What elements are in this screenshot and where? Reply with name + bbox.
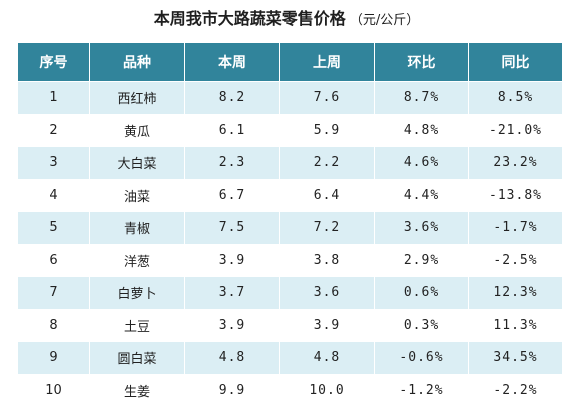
cell-variety: 大白菜 — [89, 146, 185, 180]
cell-week-on-week: 0.3% — [374, 308, 469, 342]
table-row: 2 黄瓜 6.1 5.9 4.8% -21.0% — [17, 113, 563, 147]
cell-variety: 洋葱 — [89, 243, 185, 277]
cell-last-week: 4.8 — [279, 341, 375, 375]
table-row: 1 西红柿 8.2 7.6 8.7% 8.5% — [17, 81, 563, 115]
cell-last-week: 5.9 — [279, 113, 375, 147]
title-main: 本周我市大路蔬菜零售价格 — [153, 9, 346, 28]
cell-variety: 土豆 — [89, 308, 185, 342]
cell-year-on-year: 12.3% — [468, 276, 563, 310]
cell-this-week: 7.5 — [184, 211, 280, 245]
table-row: 8 土豆 3.9 3.9 0.3% 11.3% — [17, 308, 563, 342]
table-row: 10 生姜 9.9 10.0 -1.2% -2.2% — [17, 373, 563, 407]
cell-year-on-year: 23.2% — [468, 146, 563, 180]
cell-last-week: 7.2 — [279, 211, 375, 245]
cell-variety: 黄瓜 — [89, 113, 185, 147]
price-table: 序号 品种 本周 上周 环比 同比 1 西红柿 8.2 7.6 8.7% 8.5% 2 黄瓜 6… — [17, 42, 563, 407]
header-last-week: 上周 — [279, 42, 375, 82]
cell-index: 1 — [17, 81, 90, 115]
cell-year-on-year: -1.7% — [468, 211, 563, 245]
cell-week-on-week: 4.4% — [374, 178, 469, 212]
cell-week-on-week: 2.9% — [374, 243, 469, 277]
cell-index: 9 — [17, 341, 90, 375]
cell-this-week: 6.7 — [184, 178, 280, 212]
cell-variety: 西红柿 — [89, 81, 185, 115]
cell-this-week: 6.1 — [184, 113, 280, 147]
cell-index: 5 — [17, 211, 90, 245]
table-title: 本周我市大路蔬菜零售价格 （元/公斤） — [0, 0, 573, 38]
cell-index: 10 — [17, 373, 90, 407]
cell-index: 8 — [17, 308, 90, 342]
header-index: 序号 — [17, 42, 90, 82]
header-row: 序号 品种 本周 上周 环比 同比 — [17, 42, 563, 82]
cell-this-week: 4.8 — [184, 341, 280, 375]
cell-week-on-week: 3.6% — [374, 211, 469, 245]
cell-week-on-week: 4.6% — [374, 146, 469, 180]
cell-last-week: 3.9 — [279, 308, 375, 342]
table-row: 6 洋葱 3.9 3.8 2.9% -2.5% — [17, 243, 563, 277]
table-row: 5 青椒 7.5 7.2 3.6% -1.7% — [17, 211, 563, 245]
cell-last-week: 2.2 — [279, 146, 375, 180]
cell-last-week: 7.6 — [279, 81, 375, 115]
cell-index: 7 — [17, 276, 90, 310]
cell-this-week: 2.3 — [184, 146, 280, 180]
cell-week-on-week: 0.6% — [374, 276, 469, 310]
cell-last-week: 3.8 — [279, 243, 375, 277]
cell-last-week: 3.6 — [279, 276, 375, 310]
cell-last-week: 6.4 — [279, 178, 375, 212]
cell-week-on-week: 4.8% — [374, 113, 469, 147]
cell-week-on-week: -0.6% — [374, 341, 469, 375]
table-row: 4 油菜 6.7 6.4 4.4% -13.8% — [17, 178, 563, 212]
table-row: 7 白萝卜 3.7 3.6 0.6% 12.3% — [17, 276, 563, 310]
header-this-week: 本周 — [184, 42, 280, 82]
cell-this-week: 3.9 — [184, 243, 280, 277]
cell-week-on-week: 8.7% — [374, 81, 469, 115]
table-row: 9 圆白菜 4.8 4.8 -0.6% 34.5% — [17, 341, 563, 375]
cell-year-on-year: 34.5% — [468, 341, 563, 375]
cell-variety: 油菜 — [89, 178, 185, 212]
cell-year-on-year: -2.5% — [468, 243, 563, 277]
cell-index: 6 — [17, 243, 90, 277]
header-year-on-year: 同比 — [468, 42, 563, 82]
header-week-on-week: 环比 — [374, 42, 469, 82]
header-variety: 品种 — [89, 42, 185, 82]
table-row: 3 大白菜 2.3 2.2 4.6% 23.2% — [17, 146, 563, 180]
cell-index: 2 — [17, 113, 90, 147]
cell-variety: 生姜 — [89, 373, 185, 407]
title-unit: （元/公斤） — [349, 13, 420, 28]
cell-index: 3 — [17, 146, 90, 180]
cell-variety: 圆白菜 — [89, 341, 185, 375]
cell-this-week: 3.9 — [184, 308, 280, 342]
cell-year-on-year: -21.0% — [468, 113, 563, 147]
cell-last-week: 10.0 — [279, 373, 375, 407]
cell-year-on-year: -2.2% — [468, 373, 563, 407]
cell-this-week: 3.7 — [184, 276, 280, 310]
cell-year-on-year: -13.8% — [468, 178, 563, 212]
cell-this-week: 8.2 — [184, 81, 280, 115]
table-body: 1 西红柿 8.2 7.6 8.7% 8.5% 2 黄瓜 6.1 5.9 4.8% -21.0% 3 大白… — [17, 81, 563, 407]
cell-variety: 白萝卜 — [89, 276, 185, 310]
cell-year-on-year: 11.3% — [468, 308, 563, 342]
cell-variety: 青椒 — [89, 211, 185, 245]
cell-year-on-year: 8.5% — [468, 81, 563, 115]
cell-index: 4 — [17, 178, 90, 212]
cell-this-week: 9.9 — [184, 373, 280, 407]
cell-week-on-week: -1.2% — [374, 373, 469, 407]
